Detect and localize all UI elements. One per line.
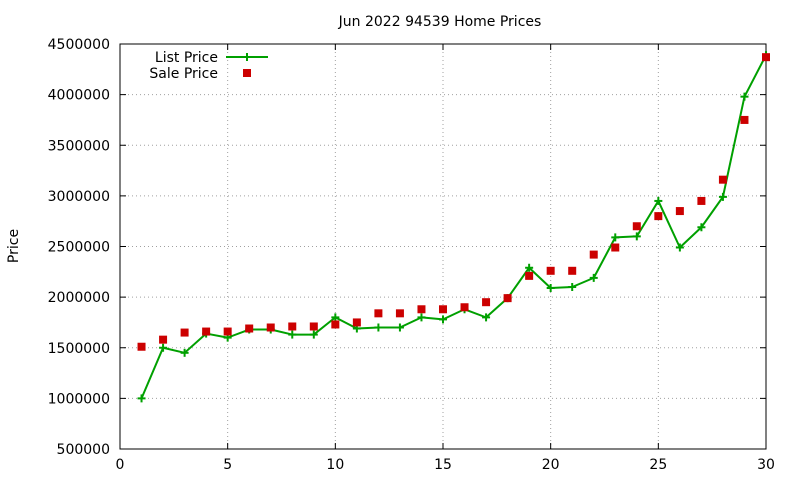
data-point [223, 327, 232, 336]
legend-square-swatch [243, 69, 251, 77]
data-point [482, 298, 491, 307]
data-point [180, 348, 189, 357]
data-point [180, 328, 189, 337]
data-point [417, 305, 426, 314]
data-point [395, 323, 404, 332]
data-point [159, 343, 168, 352]
y-tick-label: 500000 [57, 442, 110, 458]
y-tick-label: 1500000 [48, 341, 110, 357]
data-point [159, 335, 168, 344]
axis-layer: 0 5 10 15 20 25 30 500000 1000000 1500000 2000000 2… [48, 37, 775, 473]
data-point [740, 92, 749, 101]
data-point [137, 394, 146, 403]
legend-label: Sale Price [149, 66, 218, 82]
data-point [697, 223, 706, 232]
data-point [697, 196, 706, 205]
data-point [675, 207, 684, 216]
legend-label: List Price [155, 50, 218, 66]
y-tick-label: 1000000 [48, 391, 110, 407]
y-tick-label: 3000000 [48, 189, 110, 205]
data-point [654, 196, 663, 205]
data-point [288, 322, 297, 331]
data-point [632, 232, 641, 241]
data-point [137, 342, 146, 351]
data-point [525, 271, 534, 280]
data-point [654, 212, 663, 221]
grid-layer [120, 44, 766, 449]
data-point [331, 313, 340, 322]
data-point [439, 315, 447, 324]
y-axis-label: Price [6, 229, 22, 263]
data-point [611, 243, 620, 252]
data-point [417, 313, 426, 322]
x-tick-label: 30 [757, 457, 775, 473]
data-point [525, 263, 534, 272]
data-point [374, 309, 383, 318]
data-point [762, 53, 770, 62]
series-1 [137, 53, 770, 351]
data-point [395, 309, 404, 318]
x-tick-label: 0 [116, 457, 125, 473]
legend-item: Sale Price [149, 66, 251, 82]
data-point [482, 313, 491, 322]
series-line [140, 54, 767, 399]
data-point [589, 250, 598, 259]
x-tick-label: 20 [542, 457, 560, 473]
data-point [546, 284, 555, 293]
data-point [439, 305, 447, 314]
data-point [675, 243, 684, 252]
y-tick-label: 4000000 [48, 88, 110, 104]
data-point [568, 266, 577, 275]
data-point [632, 222, 641, 231]
data-point [331, 320, 340, 329]
data-point [309, 330, 318, 339]
x-tick-label: 15 [434, 457, 452, 473]
data-point [589, 273, 598, 282]
data-point [202, 327, 211, 336]
data-point [266, 323, 275, 332]
x-tick-label: 25 [649, 457, 667, 473]
data-point [352, 318, 361, 327]
data-point [718, 175, 727, 184]
data-point [718, 192, 727, 201]
y-tick-label: 2500000 [48, 240, 110, 256]
y-tick-label: 2000000 [48, 290, 110, 306]
data-point [740, 115, 749, 124]
data-point [546, 266, 555, 275]
x-tick-label: 5 [223, 457, 232, 473]
data-point [245, 324, 254, 333]
y-tick-label: 4500000 [48, 37, 110, 53]
data-point [288, 330, 297, 339]
data-point [611, 233, 620, 242]
data-point [374, 323, 383, 332]
chart-title: Jun 2022 94539 Home Prices [338, 14, 542, 30]
x-tick-label: 10 [326, 457, 344, 473]
data-point [309, 322, 318, 331]
series-layer [137, 51, 770, 403]
legend-item: List Price [155, 50, 268, 66]
data-point [568, 283, 577, 291]
y-tick-label: 3500000 [48, 138, 110, 154]
data-point [503, 294, 512, 303]
data-point [460, 303, 469, 312]
series-0 [137, 51, 770, 403]
